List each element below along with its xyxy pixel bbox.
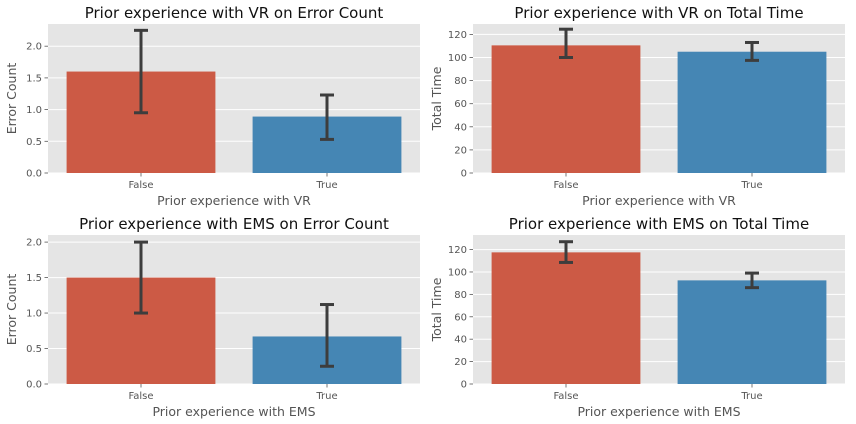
y-tick-label: 60	[454, 312, 467, 323]
y-tick-label: 100	[448, 53, 467, 64]
bar-false	[491, 45, 641, 173]
y-tick-label: 1.5	[26, 73, 42, 84]
y-axis-label: Error Count	[4, 63, 19, 135]
x-axis-label: Prior experience with EMS	[577, 404, 740, 419]
chart-panel-2: 0 20 40 60 80 100 120 False True Prior experience…	[429, 4, 845, 208]
y-tick-label: 40	[454, 122, 467, 133]
y-tick-label: 2.0	[26, 238, 42, 249]
y-tick-label: 0.5	[26, 137, 42, 148]
chart-title: Prior experience with VR on Error Count	[85, 4, 384, 22]
y-tick-label: 0.0	[26, 169, 42, 180]
y-tick-label: 0.0	[26, 380, 42, 391]
y-axis-label: Error Count	[4, 274, 19, 346]
y-tick-label: 1.0	[26, 105, 42, 116]
y-axis-label: Total Time	[429, 277, 444, 342]
x-tick-label: True	[740, 391, 762, 402]
y-tick-label: 40	[454, 335, 467, 346]
x-axis-label: Prior experience with VR	[157, 193, 311, 208]
y-axis-label: Total Time	[429, 66, 444, 131]
x-tick-label: True	[315, 391, 337, 402]
bar-false	[491, 252, 641, 384]
chart-panel-1: 0.0 0.5 1.0 1.5 2.0 False True Prior experience…	[4, 4, 420, 208]
chart-title: Prior experience with EMS on Total Time	[509, 215, 809, 233]
chart-title: Prior experience with VR on Total Time	[514, 4, 803, 22]
y-tick-label: 0	[461, 380, 467, 391]
y-tick-label: 60	[454, 99, 467, 110]
x-tick-label: False	[553, 391, 578, 402]
y-tick-label: 120	[448, 245, 467, 256]
y-tick-label: 120	[448, 30, 467, 41]
bar-true	[677, 280, 827, 384]
bar-true	[677, 51, 827, 173]
y-tick-label: 1.5	[26, 273, 42, 284]
y-tick-label: 100	[448, 267, 467, 278]
y-tick-label: 80	[454, 290, 467, 301]
x-tick-label: True	[740, 180, 762, 191]
x-tick-label: False	[128, 391, 153, 402]
y-tick-label: 20	[454, 357, 467, 368]
x-tick-label: True	[315, 180, 337, 191]
y-tick-label: 2.0	[26, 42, 42, 53]
y-tick-label: 1.0	[26, 309, 42, 320]
y-tick-label: 20	[454, 145, 467, 156]
x-tick-label: False	[128, 180, 153, 191]
x-axis-label: Prior experience with VR	[582, 193, 736, 208]
y-tick-label: 80	[454, 76, 467, 87]
x-axis-label: Prior experience with EMS	[152, 404, 315, 419]
chart-title: Prior experience with EMS on Error Count	[79, 215, 389, 233]
y-tick-label: 0	[461, 169, 467, 180]
y-tick-label: 0.5	[26, 344, 42, 355]
x-tick-label: False	[553, 180, 578, 191]
